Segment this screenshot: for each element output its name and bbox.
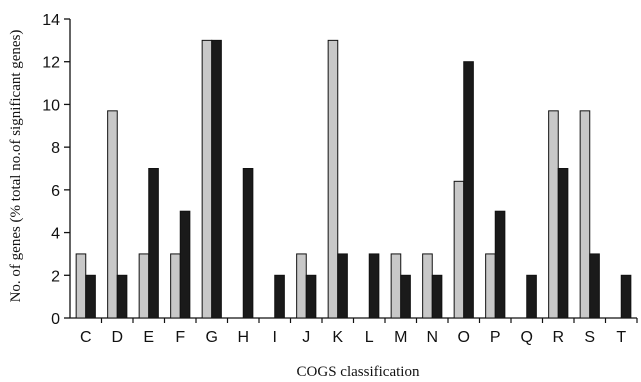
x-tick-label: F <box>175 329 185 346</box>
x-axis-title: COGS classification <box>297 364 420 380</box>
x-tick-label: E <box>143 329 154 346</box>
bar-series-1-F <box>170 253 181 319</box>
x-tick-label: I <box>273 329 277 346</box>
bar-series-2-C <box>85 274 96 319</box>
y-tick-label: 0 <box>51 311 60 328</box>
bar-series-2-I <box>274 274 285 319</box>
bar-series-2-Q <box>526 274 537 319</box>
x-tick-label: R <box>552 329 564 346</box>
bar-series-2-S <box>589 253 600 319</box>
x-tick-label: S <box>584 329 595 346</box>
y-tick-label: 8 <box>51 140 60 157</box>
x-tick-label: N <box>426 329 438 346</box>
x-tick-label: Q <box>521 329 533 346</box>
y-tick-label: 12 <box>42 55 60 72</box>
bar-series-1-J <box>296 253 307 319</box>
y-tick-label: 4 <box>51 226 60 243</box>
bar-series-2-T <box>620 274 632 319</box>
bar-series-1-P <box>485 253 496 319</box>
bar-series-1-O <box>453 180 465 319</box>
bar-series-2-N <box>431 274 443 319</box>
y-axis-title: No. of genes (% total no.of significant … <box>8 30 24 303</box>
bar-series-2-H <box>242 168 254 319</box>
x-tick-label: G <box>206 329 218 346</box>
x-tick-label: T <box>616 329 626 346</box>
bar-series-1-M <box>390 253 402 319</box>
bar-series-1-N <box>422 253 433 319</box>
bar-series-2-E <box>148 168 159 319</box>
bar-series-1-K <box>327 39 339 319</box>
y-tick-label: 6 <box>51 183 60 200</box>
x-tick-label: K <box>332 329 343 346</box>
bar-series-1-S <box>579 110 591 319</box>
x-tick-label: M <box>394 329 407 346</box>
bar-series-1-D <box>107 110 118 319</box>
x-tick-label: H <box>237 329 249 346</box>
bar-series-1-C <box>75 253 87 319</box>
bar-series-2-O <box>463 61 474 319</box>
bar-series-2-G <box>211 39 222 319</box>
bar-series-2-J <box>305 274 317 319</box>
y-tick-label: 2 <box>51 268 60 285</box>
x-tick-label: O <box>458 329 470 346</box>
bar-series-1-E <box>138 253 150 319</box>
x-tick-label: J <box>302 329 310 346</box>
x-tick-label: P <box>490 329 501 346</box>
y-tick-label: 10 <box>42 97 60 114</box>
x-tick-label: C <box>80 329 92 346</box>
bar-series-2-P <box>494 210 506 319</box>
bar-series-2-M <box>400 274 411 319</box>
bar-series-2-F <box>179 210 191 319</box>
bar-series-1-R <box>548 110 559 319</box>
bar-series-2-R <box>557 168 569 319</box>
bar-series-2-K <box>337 253 348 319</box>
x-tick-label: L <box>365 329 374 346</box>
bar-series-2-L <box>368 253 380 319</box>
bar-series-1-G <box>201 39 213 319</box>
y-tick-label: 14 <box>42 12 60 29</box>
bar-series-2-D <box>116 274 128 319</box>
x-tick-label: D <box>111 329 123 346</box>
